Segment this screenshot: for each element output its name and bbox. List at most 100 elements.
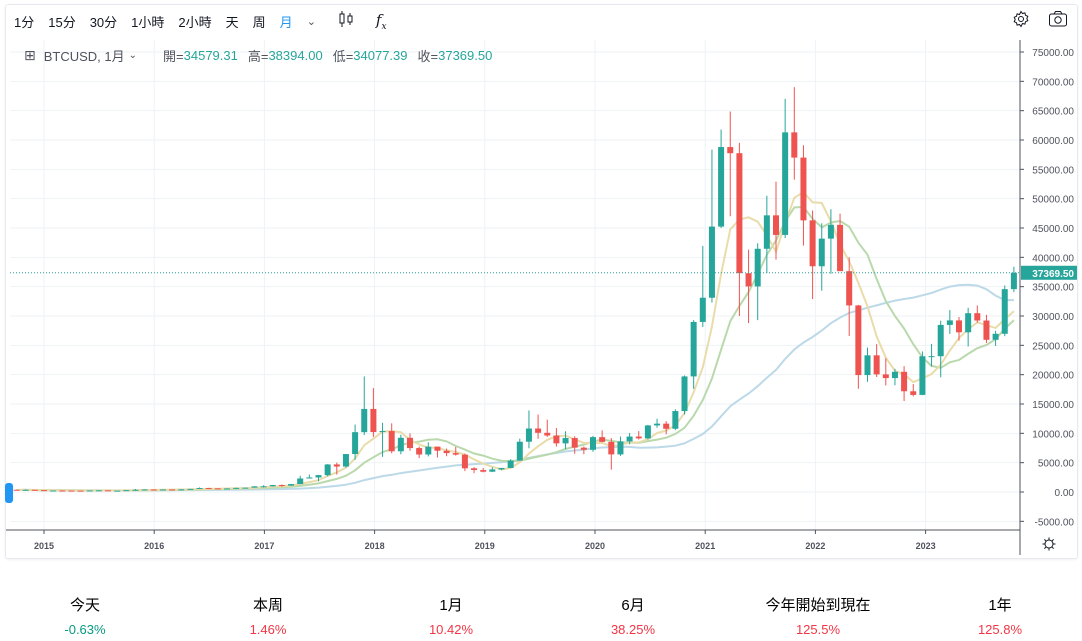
candle [434,446,441,458]
interval-week[interactable]: 周 [252,14,266,30]
candle-body [306,477,313,479]
gear-tooth [1044,539,1047,542]
interval-month[interactable]: 月 [279,14,293,30]
candle [965,307,972,347]
candle-body [718,147,725,227]
price-tick-label: 0.00 [1055,488,1075,499]
candle-body [352,432,359,455]
candle [608,438,615,470]
high-value: 38394.00 [268,48,323,63]
candle-body [663,423,670,429]
interval-1h[interactable]: 1小時 [131,14,165,30]
candlestick-icon[interactable] [338,10,354,32]
gear-icon[interactable] [1012,10,1030,33]
symbol-label[interactable]: BTCUSD, 1月 [43,49,125,64]
candle-body [41,490,47,492]
candle-body [800,157,807,221]
candle-body [50,490,57,492]
candle-body [690,321,697,377]
candle [763,195,770,273]
candle [407,433,413,451]
candle [77,490,84,492]
candle [516,438,523,461]
candle [1001,285,1008,337]
candle-body [608,441,615,455]
time-tick-label: 2019 [475,541,495,551]
candle [699,245,706,327]
indicator-fx-icon[interactable]: fx [375,10,387,32]
price-tick-label: 45000.00 [1032,224,1074,235]
candle-body [123,490,130,492]
candle-body [169,489,176,491]
candle-body [590,437,596,450]
candle [397,434,404,455]
candle-body [708,226,715,298]
candle-body [443,450,450,454]
stat-value: 125.8% [977,622,1023,637]
interval-15m[interactable]: 15分 [48,14,76,30]
candle-body [178,489,185,491]
interval-30m[interactable]: 30分 [89,14,118,30]
candle-body [242,487,249,489]
candle [95,490,102,492]
last-price-tag [1021,265,1077,280]
candle [141,489,148,491]
candle [992,330,999,346]
price-tick-label: 75000.00 [1032,48,1074,59]
stat-label: 1月 [439,597,463,614]
candle-body [489,469,496,472]
candle-body [315,475,322,478]
scroll-handle[interactable] [5,483,13,503]
candle [617,436,624,456]
candle [498,467,505,471]
candle [288,483,295,486]
candle [837,213,844,272]
candle-body [818,238,825,267]
chevron-down-icon[interactable]: ⌄ [306,15,316,28]
candle-body [507,460,514,468]
candle [342,454,349,468]
stat-value: 38.25% [610,622,656,637]
axis-settings-icon[interactable] [1042,537,1056,551]
candle [269,484,276,487]
candle [123,490,130,492]
candle-body [150,489,157,491]
candle-body [891,371,898,379]
chevron-down-icon[interactable]: ⌄ [128,50,138,61]
candle [690,320,697,389]
last-price-label: 37369.50 [1032,269,1074,280]
candle [974,305,981,323]
candle [891,368,898,386]
candle [827,209,834,274]
camera-icon[interactable] [1048,10,1068,33]
candle-body [269,485,276,487]
candle-body [397,437,404,452]
interval-1m[interactable]: 1分 [14,14,35,30]
stat-label: 6月 [621,597,645,614]
candle [489,467,496,473]
candle-body [1010,272,1017,290]
expand-icon[interactable]: ⊞ [24,47,36,63]
candle-body [580,447,587,450]
stat-label: 1年 [988,597,1012,614]
candle [635,431,642,440]
candle-body [324,464,331,476]
candle [745,249,752,324]
candle-body [626,436,633,442]
interval-2h[interactable]: 2小時 [178,14,212,30]
candle [791,87,798,180]
candle-body [937,324,944,357]
candle [196,487,203,490]
candle-body [105,490,112,492]
candle-body [297,478,304,485]
interval-day[interactable]: 天 [225,14,239,30]
open-value: 34579.31 [183,48,238,63]
candle-body [910,391,917,395]
candle [278,484,285,487]
candle [233,487,240,489]
candle-body [59,490,66,492]
candle-body [654,423,661,426]
candle [187,488,194,490]
price-chart[interactable]: -5000.00 0.00 5000.00 10000.00 15000.00 20000… [0,0,1082,560]
open-label: 開= [163,49,184,64]
